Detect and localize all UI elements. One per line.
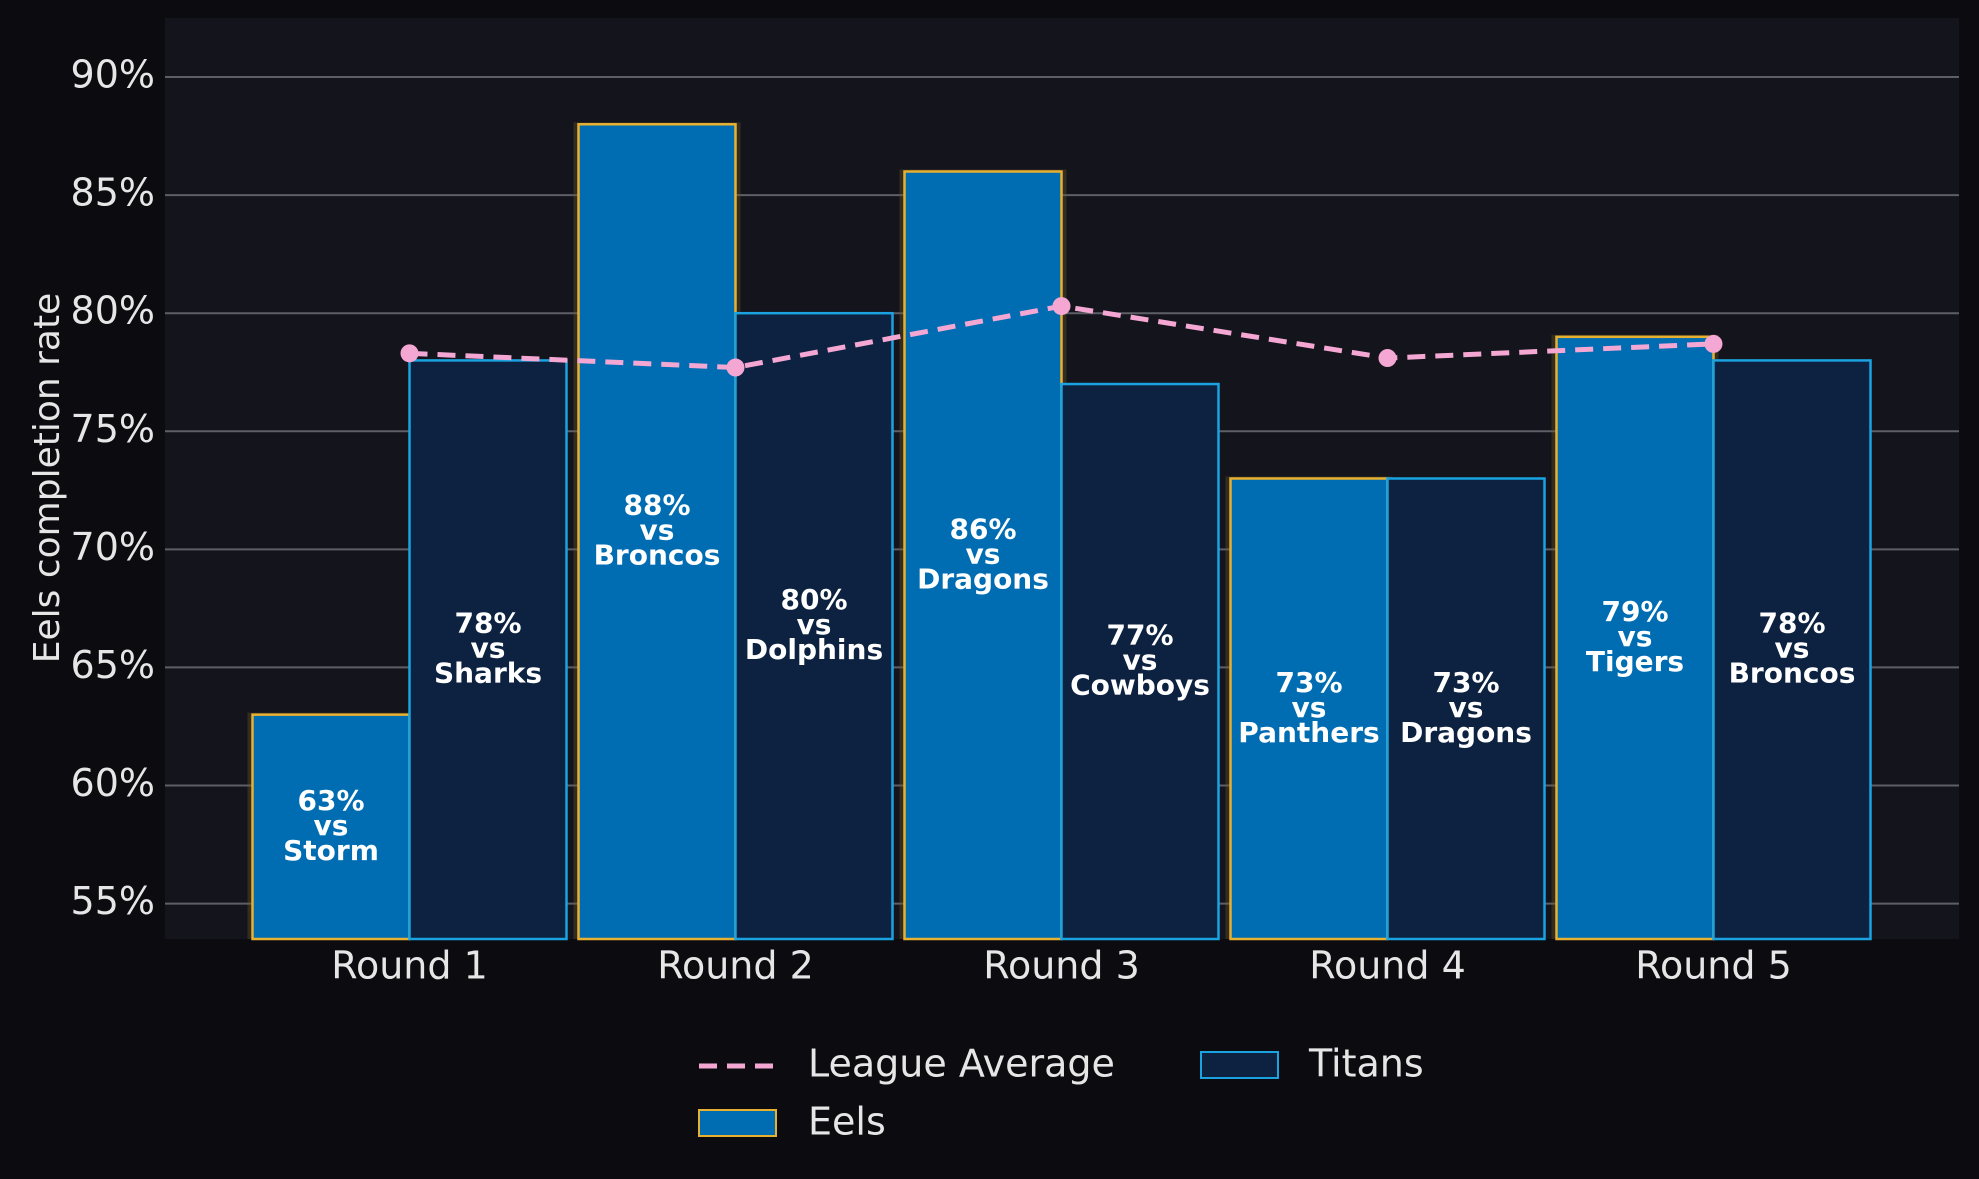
bars [247,122,1872,941]
league-average-point [1052,297,1071,316]
bar-data-label: Cowboys [1070,669,1210,702]
bar-data-label: 73% [1275,666,1342,699]
bar-data-label: Dolphins [745,633,883,666]
legend-label-league-average: League Average [808,1042,1115,1086]
bar-data-label: vs [640,514,675,547]
league-average-series [400,297,1723,377]
league-average-point [1378,349,1397,368]
bar-data-label: 73% [1432,666,1499,699]
y-tick-label: 90% [71,53,155,97]
eels-bar [1555,335,1715,941]
bar-data-label: 86% [949,512,1016,545]
bar-data-label: 80% [780,583,847,616]
eels-bar [1229,477,1389,941]
titans-bar [734,311,894,941]
titans-bar [408,359,568,941]
y-tick-label: 55% [71,879,155,923]
titans-bar [1060,382,1220,941]
y-axis-label: Eels completion rate [27,293,68,664]
bar-data-label: 78% [454,607,521,640]
bar-data-label: vs [1775,632,1810,665]
legend-label-titans: Titans [1308,1042,1424,1086]
eels-bar [577,123,737,941]
bar-data-label: Broncos [594,539,721,572]
bar-data-label: Tigers [1586,645,1684,678]
y-axis-ticks: 55% 60% 65% 70% 75% 80% 85% 90% [71,53,155,924]
legend-swatch-titans [1200,1051,1279,1079]
y-tick-label: 65% [71,643,155,687]
bar-data-label: vs [797,608,832,641]
bar-data-label: Dragons [917,562,1049,595]
bar-data-label: Panthers [1238,716,1379,749]
bar-data-label: Broncos [1729,657,1856,690]
y-tick-label: 80% [71,289,155,333]
legend: League Average Titans Eels [698,1042,1424,1144]
x-tick-label: Round 5 [1635,944,1792,988]
bar-data-label: 79% [1601,595,1668,628]
bar-data-label: vs [314,809,349,842]
league-average-point [1704,334,1723,353]
bar-data-label: Storm [283,834,379,867]
legend-label-eels: Eels [808,1100,886,1144]
bar-data-label: vs [1292,691,1327,724]
bar-data-label: 88% [623,489,690,522]
bar-data-label: vs [966,537,1001,570]
x-tick-label: Round 4 [1309,944,1466,988]
bar-data-label: Dragons [1400,716,1532,749]
eels-bar [251,713,411,941]
bar-labels: 63%vsStorm88%vsBroncos86%vsDragons73%vsP… [283,489,1855,867]
y-tick-label: 60% [71,761,155,805]
x-tick-label: Round 2 [657,944,814,988]
bar-data-label: 78% [1758,607,1825,640]
x-axis-ticks: Round 1 Round 2 Round 3 Round 4 Round 5 [331,944,1792,988]
titans-bar [1386,477,1546,941]
bar-data-label: 77% [1106,619,1173,652]
league-average-point [400,344,419,363]
bar-data-label: Sharks [434,657,542,690]
bar-data-label: vs [1123,644,1158,677]
y-tick-label: 85% [71,171,155,215]
bar-data-label: vs [471,632,506,665]
titans-bar [1712,359,1872,941]
league-average-point [726,358,745,377]
eels-bar [903,170,1063,941]
x-tick-label: Round 1 [331,944,488,988]
bar-data-label: 63% [297,784,364,817]
bar-data-label: vs [1618,620,1653,653]
bar-data-label: vs [1449,691,1484,724]
legend-swatch-eels [698,1109,777,1137]
y-tick-label: 75% [71,407,155,451]
x-tick-label: Round 3 [983,944,1140,988]
y-tick-label: 70% [71,525,155,569]
